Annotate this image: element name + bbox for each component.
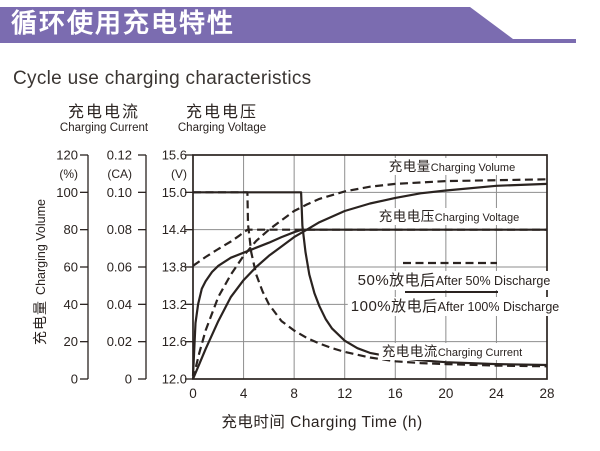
x-tick-label: 12 — [337, 386, 352, 401]
axis-header-charging-current: 充电电流 Charging Current — [29, 103, 179, 135]
y-tick-label-voltage: 12.6 — [162, 334, 187, 349]
y-tick-label-volume: 120 — [56, 148, 78, 163]
x-tick-label: 8 — [290, 386, 298, 401]
page-subtitle: Cycle use charging characteristics — [13, 68, 312, 89]
curve-label-charging-volume: 充电量Charging Volume — [389, 159, 515, 174]
series-volume-after-100-discharge — [191, 182, 548, 380]
curve-label-charging-voltage: 充电电压Charging Voltage — [379, 209, 519, 224]
x-tick-label: 24 — [489, 386, 505, 401]
curve-label-after-50-discharge: 50%放电后After 50% Discharge — [358, 272, 551, 289]
curve-label-halo-charging-current — [378, 343, 526, 360]
y-axis-unit-current: (CA) — [107, 167, 132, 181]
curve-label-halo-after-100-discharge — [347, 297, 563, 316]
x-tick-label: 28 — [539, 386, 554, 401]
y-tick-label-volume: 0 — [71, 372, 78, 387]
axis-header-charging-voltage-zh: 充电电压 — [185, 104, 258, 121]
y-tick-label-current: 0.06 — [107, 260, 132, 275]
y-tick-label-voltage: 15.6 — [162, 148, 187, 163]
series-current-after-50-discharge — [193, 191, 548, 368]
series-voltage-after-100-discharge — [191, 228, 547, 376]
curve-label-halo-after-50-discharge — [354, 271, 554, 290]
x-tick-label: 16 — [388, 386, 403, 401]
y-tick-label-volume: 20 — [64, 334, 78, 349]
x-tick-label: 20 — [438, 386, 453, 401]
x-axis-title: 充电时间 Charging Time (h) — [221, 413, 422, 431]
y-tick-label-current: 0.10 — [107, 185, 132, 200]
curve-label-halo-charging-volume — [385, 158, 519, 175]
y-tick-label-voltage: 14.4 — [162, 222, 187, 237]
y-axis-unit-voltage: (V) — [171, 167, 187, 181]
series-voltage-after-50-discharge — [192, 228, 547, 267]
y-tick-label-current: 0.02 — [107, 334, 132, 349]
y-tick-label-volume: 80 — [64, 222, 78, 237]
y-tick-label-current: 0.04 — [107, 297, 132, 312]
x-tick-label: 0 — [189, 386, 197, 401]
y-tick-label-volume: 40 — [64, 297, 78, 312]
y-tick-label-current: 0.12 — [107, 148, 132, 163]
curve-label-after-100-discharge: 100%放电后After 100% Discharge — [351, 298, 560, 315]
curve-label-charging-current: 充电电流Charging Current — [382, 344, 522, 359]
y-tick-label-voltage: 12.0 — [162, 372, 187, 387]
series-current-after-100-discharge — [193, 191, 548, 367]
y-tick-label-voltage: 13.2 — [162, 297, 187, 312]
y-axis-unit-volume: (%) — [59, 167, 78, 181]
y-tick-label-voltage: 15.0 — [162, 185, 187, 200]
y-tick-label-volume: 100 — [56, 185, 78, 200]
y-tick-label-voltage: 13.8 — [162, 260, 187, 275]
y-tick-label-current: 0 — [125, 372, 132, 387]
axis-header-charging-current-zh: 充电电流 — [67, 104, 140, 121]
axis-header-charging-voltage-en: Charging Voltage — [177, 122, 267, 134]
series-volume-after-50-discharge — [191, 178, 548, 380]
axis-header-charging-voltage: 充电电压 Charging Voltage — [147, 103, 297, 135]
page-title-zh: 循环使用充电特性 — [11, 8, 236, 38]
axis-header-charging-current-en: Charging Current — [59, 122, 149, 134]
y-tick-label-current: 0.08 — [107, 222, 132, 237]
curve-label-halo-charging-voltage — [375, 208, 523, 225]
x-tick-label: 4 — [240, 386, 248, 401]
y-tick-label-volume: 60 — [64, 260, 78, 275]
